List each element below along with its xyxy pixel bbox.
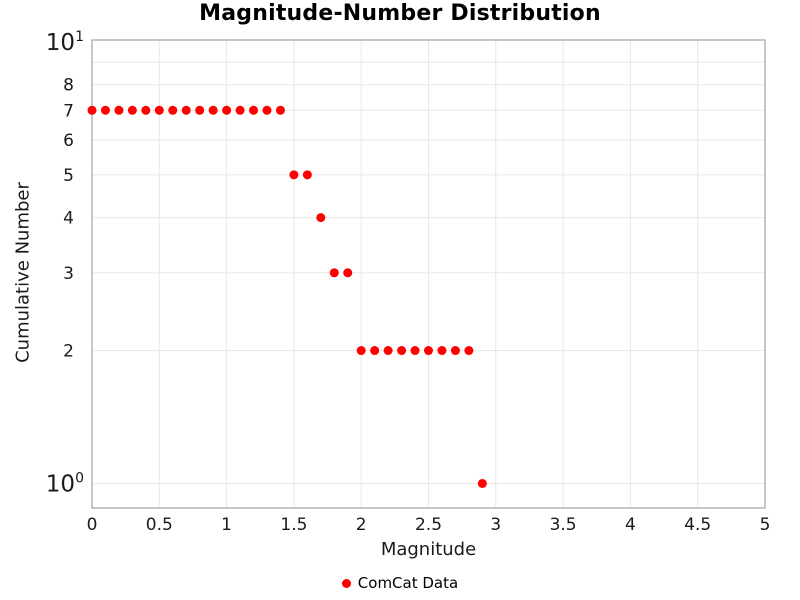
data-point[interactable] (343, 268, 353, 278)
legend-marker-dot-icon (341, 578, 351, 588)
x-axis-title: Magnitude (380, 539, 477, 560)
legend-item-comcat-data[interactable]: ComCat Data (341, 574, 459, 592)
x-tick-label: 4.5 (684, 515, 711, 535)
y-tick-label-power: 101 (46, 29, 84, 56)
x-tick-label: 4 (625, 515, 636, 535)
data-point[interactable] (235, 105, 245, 115)
x-tick-label: 3.5 (550, 515, 577, 535)
data-point[interactable] (154, 105, 164, 115)
plot-frame (91, 39, 766, 509)
y-tick-label: 6 (63, 131, 74, 151)
data-point[interactable] (262, 105, 272, 115)
y-axis-title: Cumulative Number (12, 182, 34, 363)
data-point[interactable] (87, 105, 97, 115)
legend-label: ComCat Data (357, 574, 459, 592)
data-point[interactable] (168, 105, 178, 115)
data-point[interactable] (302, 170, 312, 180)
y-tick-label: 2 (63, 342, 74, 362)
data-point[interactable] (316, 213, 326, 223)
data-point[interactable] (275, 105, 285, 115)
y-tick-label: 3 (63, 264, 74, 284)
x-tick-label: 3 (490, 515, 501, 535)
data-point[interactable] (477, 478, 487, 488)
data-point[interactable] (222, 105, 232, 115)
legend: ComCat Data (0, 573, 800, 593)
x-tick-label: 0 (87, 515, 98, 535)
y-tick-label: 7 (63, 101, 74, 121)
data-point[interactable] (249, 105, 259, 115)
data-point[interactable] (289, 170, 299, 180)
data-point[interactable] (100, 105, 110, 115)
data-point[interactable] (383, 346, 393, 356)
y-tick-label: 8 (63, 76, 74, 96)
x-tick-label: 0.5 (146, 515, 173, 535)
data-point[interactable] (195, 105, 205, 115)
data-point[interactable] (450, 346, 460, 356)
y-tick-label-power: 100 (46, 470, 84, 497)
chart-title: Magnitude-Number Distribution (199, 1, 601, 26)
data-point[interactable] (181, 105, 191, 115)
data-point[interactable] (437, 346, 447, 356)
data-point[interactable] (114, 105, 124, 115)
data-point[interactable] (329, 268, 339, 278)
x-tick-label: 1.5 (280, 515, 307, 535)
data-point[interactable] (127, 105, 137, 115)
data-point[interactable] (141, 105, 151, 115)
data-point[interactable] (356, 346, 366, 356)
x-tick-label: 2.5 (415, 515, 442, 535)
y-tick-label: 4 (63, 209, 74, 229)
data-point[interactable] (424, 346, 433, 356)
x-tick-label: 5 (760, 515, 771, 535)
x-tick-label: 2 (356, 515, 367, 535)
x-tick-label: 1 (221, 515, 232, 535)
data-point[interactable] (397, 346, 407, 356)
data-point[interactable] (208, 105, 218, 115)
data-point[interactable] (370, 346, 380, 356)
y-tick-label: 5 (63, 166, 74, 186)
data-point[interactable] (410, 346, 420, 356)
data-point[interactable] (464, 346, 474, 356)
